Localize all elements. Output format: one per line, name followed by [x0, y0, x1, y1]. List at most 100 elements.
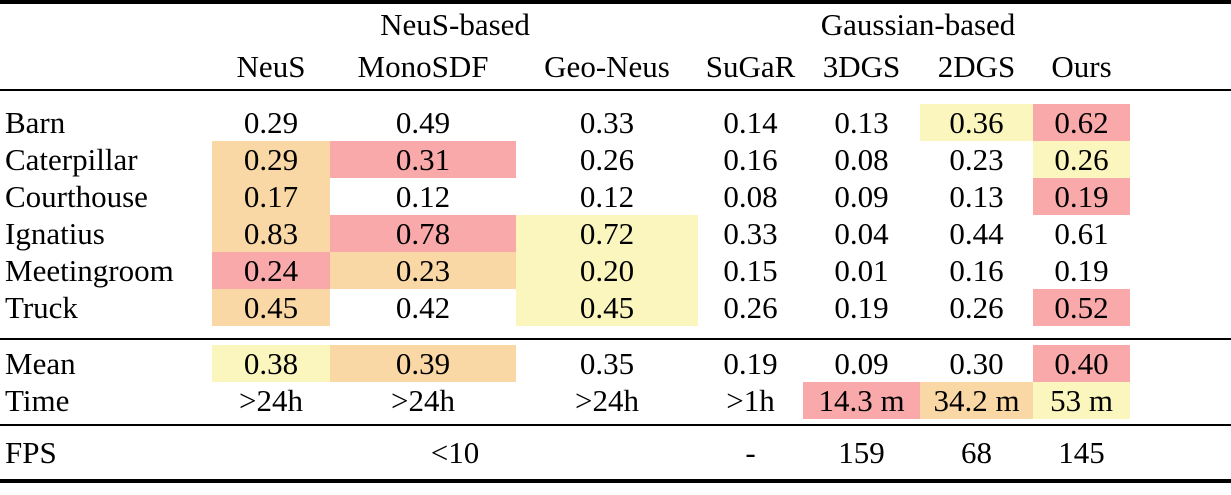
row-label-header-blank	[0, 44, 212, 91]
value-cell: 0.33	[723, 216, 778, 251]
row-label: Courthouse	[5, 179, 148, 214]
spacer-cell	[0, 419, 1231, 426]
col-header-sugar: SuGaR	[698, 44, 804, 91]
column-header-row: NeuS MonoSDF Geo-Neus SuGaR 3DGS 2DGS Ou…	[0, 44, 1231, 91]
group-gap-cell	[1033, 2, 1130, 44]
value-cell: 0.20	[516, 252, 699, 289]
value-cell: 0.13	[834, 105, 889, 140]
value-cell: 0.78	[330, 215, 516, 252]
value-cell: 0.26	[579, 142, 635, 177]
fps-divider-section	[0, 419, 1231, 426]
value-cell: >24h	[391, 383, 455, 418]
results-table: NeuS-based Gaussian-based NeuS MonoSDF G…	[0, 0, 1231, 483]
value-cell: 0.83	[212, 215, 330, 252]
row-label: Truck	[5, 290, 78, 325]
col-header-3dgs: 3DGS	[803, 44, 921, 91]
value-cell: 0.16	[949, 253, 1004, 288]
value-cell: 0.29	[243, 105, 299, 140]
value-cell: 0.29	[212, 141, 330, 178]
value-cell: 0.36	[920, 104, 1034, 141]
spacer-cell	[1130, 252, 1231, 289]
col-header-ours: Ours	[1033, 44, 1131, 91]
spacer-cell	[1130, 2, 1231, 44]
value-cell: 0.17	[212, 178, 330, 215]
value-cell: 0.12	[395, 179, 451, 214]
fps-neus-group-cell: <10	[430, 435, 480, 470]
row-label: Barn	[5, 105, 66, 140]
value-cell: 0.44	[949, 216, 1004, 251]
spacer-cell	[1130, 141, 1231, 178]
value-cell: 0.14	[723, 105, 778, 140]
divider-row	[0, 326, 1231, 340]
value-cell: 0.39	[330, 345, 516, 382]
row-label: Mean	[5, 346, 76, 381]
value-cell: 0.72	[516, 215, 699, 252]
value-cell: 0.26	[1033, 141, 1131, 178]
value-cell: 14.3 m	[803, 382, 921, 419]
scene-rows-section: Barn 0.29 0.49 0.33 0.14 0.13 0.36 0.62 Caterpil…	[0, 104, 1231, 326]
col-header-2dgs: 2DGS	[920, 44, 1034, 91]
spacer-cell	[1130, 289, 1231, 326]
value-cell: 0.62	[1033, 104, 1131, 141]
value-cell: 0.31	[330, 141, 516, 178]
spacer-cell	[1130, 345, 1231, 382]
value-cell: 0.23	[949, 142, 1004, 177]
table-row: Barn 0.29 0.49 0.33 0.14 0.13 0.36 0.62	[0, 104, 1231, 141]
row-label: Meetingroom	[5, 253, 174, 288]
value-cell: 0.23	[330, 252, 516, 289]
row-label: Time	[5, 383, 70, 418]
value-cell: 0.16	[723, 142, 778, 177]
fps-row: FPS <10 - 159 68 145	[0, 425, 1231, 481]
col-header-neus: NeuS	[212, 44, 330, 91]
value-cell: >1h	[726, 383, 775, 418]
table-row: Courthouse 0.17 0.12 0.12 0.08 0.09 0.13 0.19	[0, 178, 1231, 215]
value-cell: 0.09	[834, 179, 889, 214]
value-cell: 0.08	[834, 142, 889, 177]
value-cell: 0.19	[834, 290, 889, 325]
table-row: Mean 0.38 0.39 0.35 0.19 0.09 0.30 0.40	[0, 345, 1231, 382]
value-cell: 0.08	[723, 179, 778, 214]
mid-divider-section	[0, 326, 1231, 345]
col-header-geo-neus: Geo-Neus	[516, 44, 699, 91]
value-cell: 34.2 m	[920, 382, 1034, 419]
value-cell: 0.61	[1054, 216, 1109, 251]
value-cell: 0.15	[723, 253, 778, 288]
spacer-cell	[1130, 44, 1231, 91]
table-row: Truck 0.45 0.42 0.45 0.26 0.19 0.26 0.52	[0, 289, 1231, 326]
fps-3dgs-cell: 159	[838, 435, 885, 470]
value-cell: 0.33	[579, 105, 635, 140]
group-header-row: NeuS-based Gaussian-based	[0, 2, 1231, 44]
col-header-monosdf: MonoSDF	[330, 44, 516, 91]
fps-section: FPS <10 - 159 68 145	[0, 425, 1231, 481]
row-label-fps: FPS	[5, 435, 57, 470]
value-cell: 0.12	[579, 179, 635, 214]
group-header-neus-based: NeuS-based	[380, 6, 530, 42]
table-row: Meetingroom 0.24 0.23 0.20 0.15 0.01 0.16 0.19	[0, 252, 1231, 289]
value-cell: 0.38	[212, 345, 330, 382]
row-label: Caterpillar	[5, 142, 138, 177]
value-cell: 0.19	[723, 346, 778, 381]
spacer-cell	[0, 326, 1231, 340]
table-row: Caterpillar 0.29 0.31 0.26 0.16 0.08 0.23 0.26	[0, 141, 1231, 178]
value-cell: >24h	[239, 383, 303, 418]
value-cell: 0.01	[834, 253, 889, 288]
group-gap-cell	[698, 2, 803, 44]
spacer-row	[0, 90, 1231, 104]
value-cell: 0.49	[395, 105, 451, 140]
spacer-cell	[0, 90, 1231, 104]
value-cell: >24h	[575, 383, 639, 418]
value-cell: 53 m	[1033, 382, 1131, 419]
value-cell: 0.26	[949, 290, 1004, 325]
value-cell: 0.52	[1033, 289, 1131, 326]
table-row: Ignatius 0.83 0.78 0.72 0.33 0.04 0.44 0.61	[0, 215, 1231, 252]
value-cell: 0.40	[1033, 345, 1131, 382]
value-cell: 0.09	[834, 346, 889, 381]
value-cell: 0.04	[834, 216, 889, 251]
divider-row	[0, 419, 1231, 426]
corner-blank-cell	[0, 2, 212, 44]
spacer-cell	[1130, 178, 1231, 215]
value-cell: 0.19	[1033, 178, 1131, 215]
value-cell: 0.45	[212, 289, 330, 326]
value-cell: 0.19	[1054, 253, 1109, 288]
